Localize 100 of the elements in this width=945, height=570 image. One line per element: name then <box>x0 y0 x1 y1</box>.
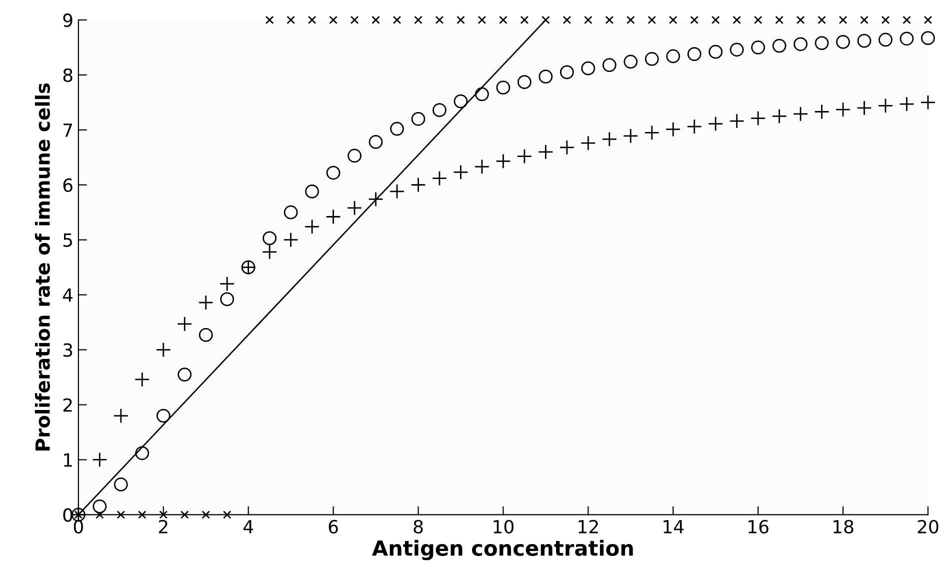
point <box>581 61 596 76</box>
point <box>390 122 404 136</box>
point <box>496 80 510 95</box>
point <box>305 184 320 198</box>
point <box>708 44 723 59</box>
point <box>856 100 872 116</box>
point <box>836 34 850 49</box>
point <box>538 144 554 160</box>
point <box>732 16 742 24</box>
point <box>751 40 766 54</box>
x-tick-label: 14 <box>664 520 684 534</box>
point <box>754 16 762 24</box>
point <box>156 408 170 423</box>
point <box>475 87 489 102</box>
x-tick-label: 4 <box>243 520 254 534</box>
point <box>499 16 508 24</box>
point <box>921 31 935 46</box>
point <box>198 328 213 342</box>
y-tick-label: 5 <box>63 234 72 247</box>
point <box>304 219 320 234</box>
point <box>580 135 596 151</box>
point <box>838 16 848 24</box>
point <box>602 132 618 147</box>
point <box>454 94 468 108</box>
x-tick-label: 8 <box>414 520 423 534</box>
point <box>729 113 744 129</box>
point <box>113 408 129 424</box>
x-axis-title: Antigen concentration <box>372 540 633 560</box>
point <box>775 16 784 24</box>
point <box>262 231 277 246</box>
point <box>668 16 678 24</box>
x-tick-label: 2 <box>158 520 168 534</box>
point <box>605 16 614 24</box>
point <box>644 52 659 66</box>
point <box>857 34 872 48</box>
x-tick-label: 20 <box>918 520 938 534</box>
point <box>326 209 341 224</box>
point <box>135 446 150 460</box>
point <box>562 16 572 24</box>
point <box>308 16 316 24</box>
point <box>750 110 766 126</box>
y-tick-label: 9 <box>63 13 72 28</box>
point <box>478 16 486 24</box>
point <box>624 54 638 69</box>
point <box>794 37 808 52</box>
point <box>134 372 150 388</box>
point <box>432 103 446 118</box>
point <box>686 118 702 134</box>
point <box>456 16 465 24</box>
point <box>666 49 680 64</box>
point <box>648 16 656 24</box>
point <box>411 112 426 126</box>
point <box>220 292 234 306</box>
point <box>690 16 699 24</box>
point <box>219 276 235 292</box>
point <box>414 16 422 24</box>
point <box>178 368 192 382</box>
point <box>329 16 338 24</box>
point <box>202 510 210 519</box>
point <box>924 16 932 24</box>
point <box>899 96 914 112</box>
x-tick-label: 6 <box>328 520 338 534</box>
point <box>902 16 911 24</box>
point <box>518 75 532 90</box>
point <box>346 200 362 216</box>
y-tick-label: 7 <box>64 124 72 137</box>
point <box>796 16 805 24</box>
point <box>348 148 362 163</box>
point <box>516 148 532 164</box>
point <box>835 102 851 118</box>
x-tick-label: 16 <box>748 520 768 534</box>
point <box>538 70 553 84</box>
x-tick-label: 10 <box>494 520 514 534</box>
point <box>644 125 660 140</box>
point <box>176 316 192 332</box>
point <box>96 510 104 519</box>
point <box>222 510 232 519</box>
point <box>138 510 146 519</box>
point <box>623 128 638 144</box>
point <box>818 16 826 24</box>
point <box>392 16 402 24</box>
point <box>92 500 107 514</box>
point <box>687 47 702 61</box>
point <box>881 16 890 24</box>
point <box>711 16 720 24</box>
point <box>814 104 830 120</box>
point <box>198 294 214 310</box>
point <box>602 58 616 72</box>
point <box>116 510 126 519</box>
point <box>792 106 808 122</box>
y-axis-title: Proliferation rate of immune cells <box>34 83 50 450</box>
point <box>730 42 744 57</box>
point <box>326 166 340 180</box>
point <box>389 184 405 200</box>
point <box>559 140 575 156</box>
y-tick-label: 1 <box>64 453 72 467</box>
point <box>435 16 444 24</box>
point <box>262 244 278 260</box>
y-tick-label: 2 <box>63 398 72 412</box>
point <box>542 16 550 24</box>
